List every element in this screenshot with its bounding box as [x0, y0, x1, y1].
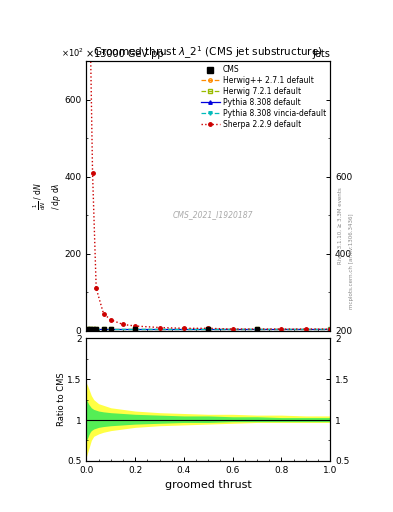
Text: $\times10^{2}$: $\times10^{2}$: [61, 47, 84, 59]
Text: Jets: Jets: [312, 49, 330, 59]
Y-axis label: $\frac{1}{\mathrm{d}N}$ / $\mathrm{d}N$
/ $\mathrm{d}p$ $\mathrm{d}\lambda$: $\frac{1}{\mathrm{d}N}$ / $\mathrm{d}N$ …: [32, 182, 63, 210]
Text: Rivet 3.1.10, ≥ 3.3M events: Rivet 3.1.10, ≥ 3.3M events: [338, 187, 342, 264]
Text: mcplots.cern.ch [arXiv:1306.3436]: mcplots.cern.ch [arXiv:1306.3436]: [349, 214, 354, 309]
Y-axis label: Ratio to CMS: Ratio to CMS: [57, 373, 66, 426]
Title: Groomed thrust $\lambda\_2^1$ (CMS jet substructure): Groomed thrust $\lambda\_2^1$ (CMS jet s…: [94, 45, 323, 61]
Text: CMS_2021_I1920187: CMS_2021_I1920187: [173, 210, 253, 220]
X-axis label: groomed thrust: groomed thrust: [165, 480, 252, 490]
Legend: CMS, Herwig++ 2.7.1 default, Herwig 7.2.1 default, Pythia 8.308 default, Pythia : CMS, Herwig++ 2.7.1 default, Herwig 7.2.…: [198, 63, 329, 131]
Text: ×13000 GeV pp: ×13000 GeV pp: [86, 49, 164, 59]
